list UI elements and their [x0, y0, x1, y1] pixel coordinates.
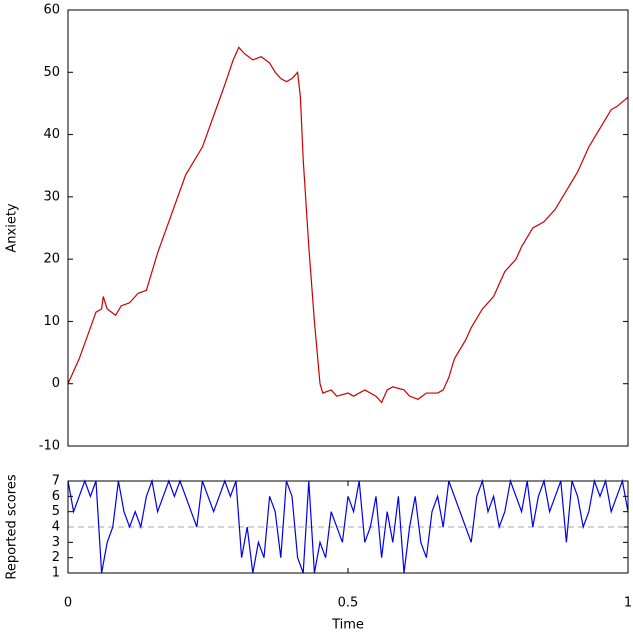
y-tick-label: 6 [52, 489, 60, 504]
y-tick-label: 1 [52, 566, 60, 581]
y-tick-label: 20 [43, 252, 60, 267]
y-tick-label: 3 [52, 535, 60, 550]
x-tick-label: 0.5 [338, 596, 359, 611]
y-tick-label: 0 [52, 376, 60, 391]
y-tick-label: 10 [43, 314, 60, 329]
data-line [67, 46, 629, 404]
y-tick-label: -10 [39, 439, 60, 454]
x-tick-label: 1 [624, 596, 632, 611]
x-tick-label: 0 [64, 596, 72, 611]
y-tick-label: 40 [43, 127, 60, 142]
plot-frame [67, 9, 629, 447]
y-tick-label: 4 [52, 520, 60, 535]
y-tick-label: 7 [52, 474, 60, 489]
y-tick-label: 50 [43, 65, 60, 80]
x-axis-label: Time [331, 618, 364, 633]
y-axis-label: Anxiety [5, 203, 20, 253]
y-tick-label: 2 [52, 550, 60, 565]
data-line [67, 478, 629, 574]
plot-frame [67, 480, 629, 574]
y-tick-label: 5 [52, 504, 60, 519]
y-tick-label: 60 [43, 3, 60, 18]
y-tick-label: 30 [43, 189, 60, 204]
y-axis-label: Reported scores [5, 474, 20, 579]
